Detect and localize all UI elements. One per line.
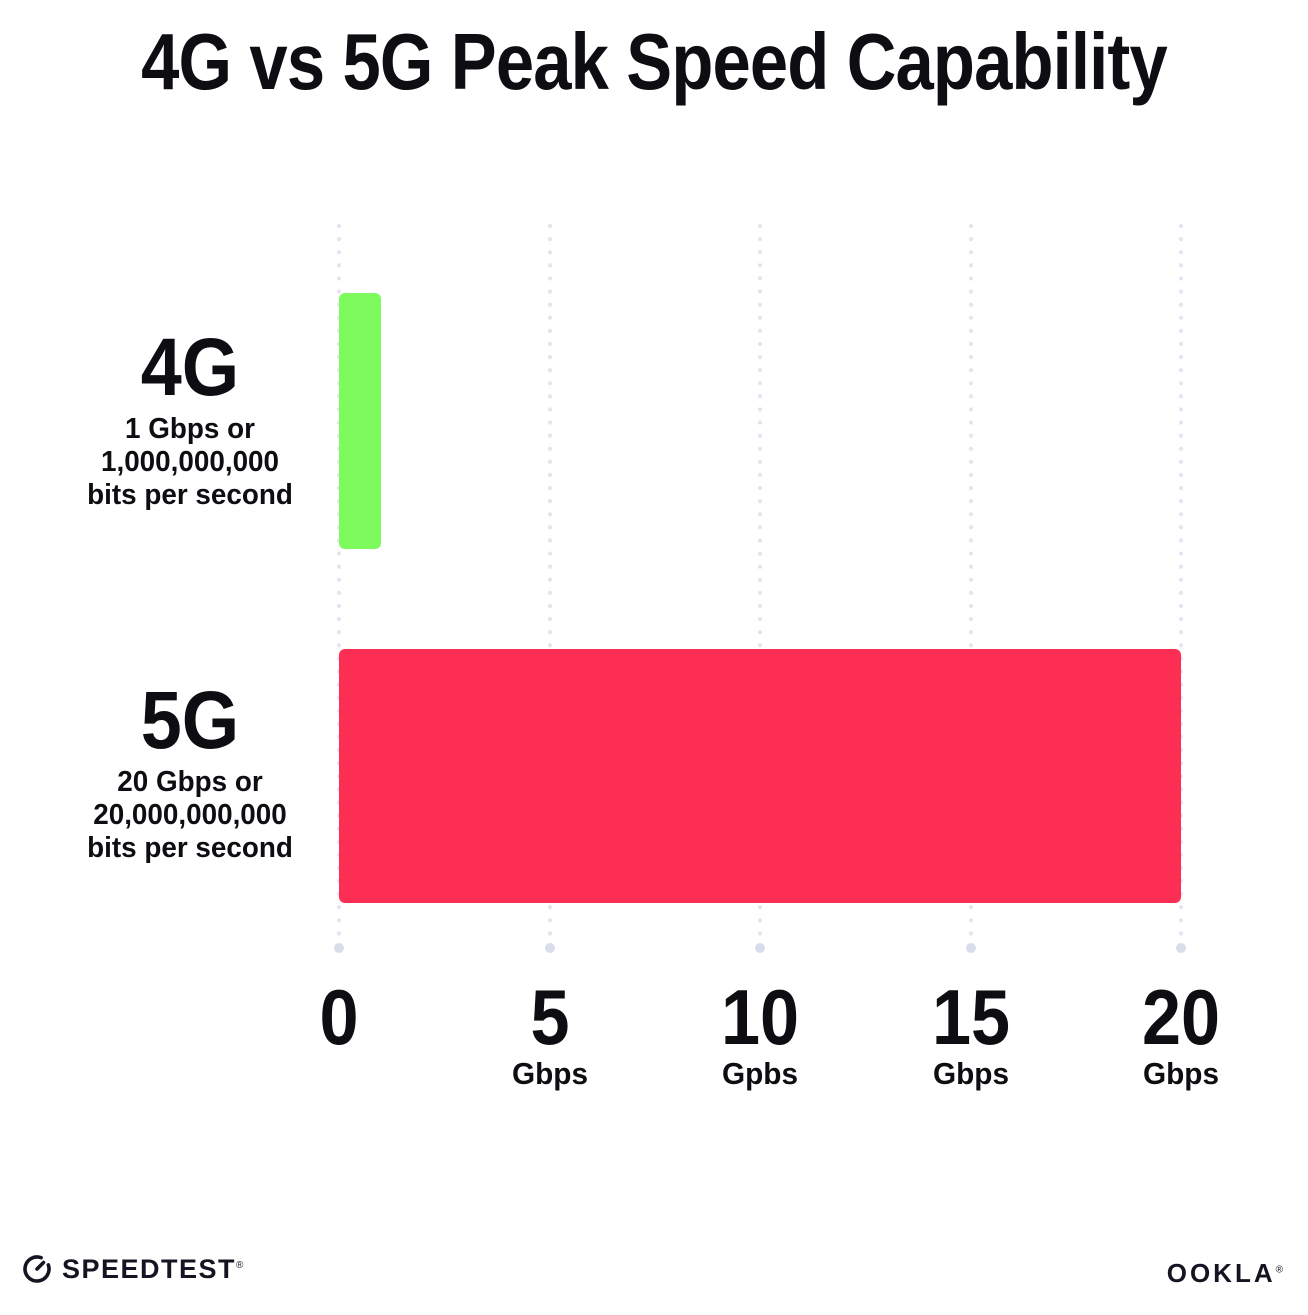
- page-title: 4G vs 5G Peak Speed Capability: [141, 17, 1168, 106]
- desc-line: 20 Gbps or: [117, 766, 263, 798]
- x-tick-0: 0: [264, 978, 414, 1057]
- category-name-5g: 5G: [140, 675, 240, 766]
- desc-line: bits per second: [87, 479, 293, 511]
- x-tick-10: 10 Gpbs: [685, 978, 835, 1091]
- category-name-4g: 4G: [140, 322, 240, 413]
- x-tick-unit: Gbps: [511, 1056, 589, 1091]
- category-label-4g: 4G 1 Gbps or 1,000,000,000 bits per seco…: [45, 327, 335, 512]
- x-tick-20: 20 Gbps: [1106, 978, 1256, 1091]
- x-tick-5: 5 Gbps: [475, 978, 625, 1091]
- desc-line: 20,000,000,000: [93, 799, 287, 831]
- x-tick-value: 20: [1141, 973, 1221, 1061]
- category-desc-4g: 1 Gbps or 1,000,000,000 bits per second: [51, 413, 329, 512]
- speedtest-logo: SPEEDTEST®: [20, 1252, 245, 1286]
- bar-4g: [339, 293, 382, 549]
- gridline-20: [1176, 224, 1186, 953]
- desc-line: 1 Gbps or: [125, 413, 255, 445]
- plot-area: [334, 222, 1186, 955]
- x-tick-unit: Gbps: [932, 1056, 1010, 1091]
- category-desc-5g: 20 Gbps or 20,000,000,000 bits per secon…: [51, 766, 329, 865]
- speedtest-gauge-icon: [23, 1255, 51, 1283]
- ookla-wordmark: OOKLA: [1166, 1258, 1276, 1288]
- speedtest-wordmark: SPEEDTEST®: [62, 1253, 245, 1284]
- x-tick-15: 15 Gbps: [896, 978, 1046, 1091]
- x-tick-value: 5: [530, 973, 570, 1061]
- desc-line: bits per second: [87, 832, 293, 864]
- x-tick-unit: Gbps: [1142, 1056, 1220, 1091]
- trademark-symbol: ®: [1275, 1264, 1286, 1276]
- x-tick-value: 0: [319, 973, 359, 1061]
- desc-line: 1,000,000,000: [100, 446, 280, 478]
- x-tick-unit: Gpbs: [721, 1056, 799, 1091]
- category-label-5g: 5G 20 Gbps or 20,000,000,000 bits per se…: [45, 680, 335, 865]
- ookla-logo: OOKLA®: [1167, 1258, 1286, 1289]
- x-tick-value: 15: [931, 973, 1011, 1061]
- trademark-symbol: ®: [236, 1259, 245, 1271]
- x-tick-value: 10: [720, 973, 800, 1061]
- bar-5g: [339, 649, 1181, 903]
